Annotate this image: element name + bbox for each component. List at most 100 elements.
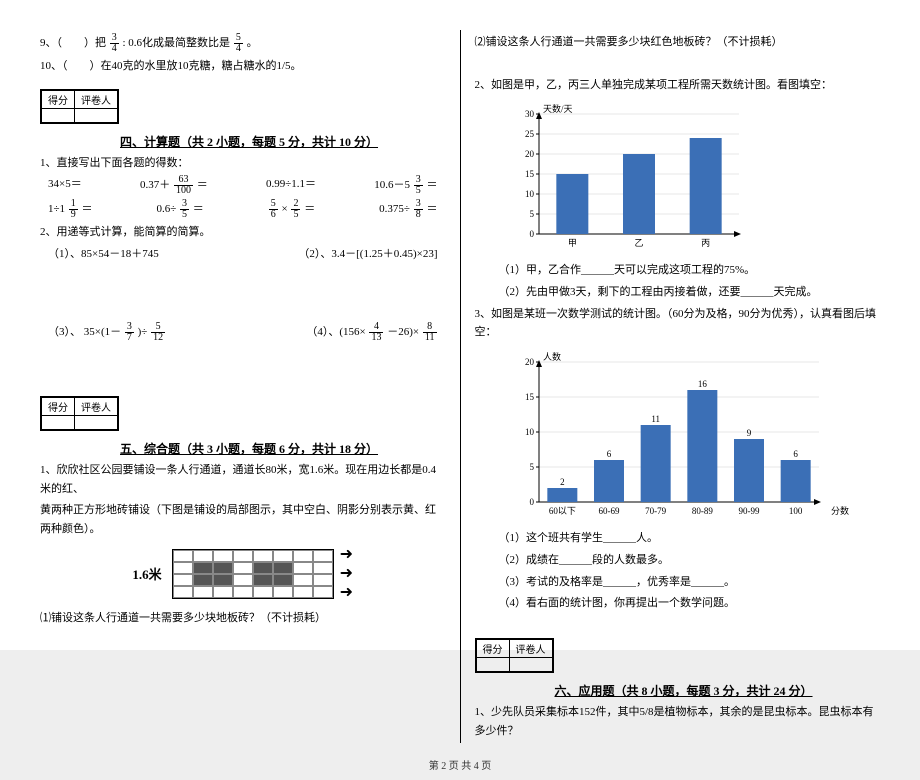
bar-chart-workers: 0 5 10 15 20 25 30 天数/天甲 乙 丙: [505, 100, 749, 254]
svg-text:分数: 分数: [831, 505, 849, 516]
svg-text:11: 11: [651, 414, 660, 424]
equation-row-1: 34×5＝ 0.37＋ 63100 ＝ 0.99÷1.1＝ 10.6－5 35 …: [40, 175, 446, 196]
sec4-q2: 2、用递等式计算，能简算的简算。: [40, 223, 446, 242]
question-10: 10、（ ）在40克的水里放10克糖，糖占糖水的1/5。: [40, 57, 446, 76]
bar-chart-scores: 05101520人数60以下260-69670-791180-891690-99…: [505, 348, 859, 522]
fraction-63-100: 63100: [174, 175, 193, 196]
score-h1c: 得分: [476, 639, 509, 657]
fraction-5-12: 512: [151, 322, 165, 343]
svg-text:20: 20: [525, 149, 535, 159]
svg-text:天数/天: 天数/天: [543, 103, 573, 114]
left-column: 9、（ ）把 34 : 0.6化成最简整数比是 54 。 10、（ ）在40克的…: [40, 30, 461, 743]
svg-text:60以下: 60以下: [548, 506, 575, 516]
score-h1: 得分: [42, 90, 75, 108]
svg-text:丙: 丙: [701, 238, 710, 248]
svg-text:30: 30: [525, 109, 535, 119]
sec4-q2-row1: （1）、85×54－18＋745 （2）、3.4－[(1.25＋0.45)×23…: [40, 245, 446, 261]
tile-grid: [172, 549, 334, 599]
q9-text-c: 。: [247, 37, 258, 49]
fraction-5-6: 56: [269, 199, 278, 220]
svg-text:90-99: 90-99: [738, 506, 759, 516]
svg-text:乙: 乙: [634, 238, 643, 248]
svg-text:6: 6: [606, 449, 611, 459]
chart-2-wrap: 05101520人数60以下260-69670-791180-891690-99…: [505, 348, 881, 525]
svg-text:6: 6: [793, 449, 798, 459]
q2-sub2: （2）先由甲做3天，剩下的工程由丙接着做，还要______天完成。: [499, 283, 881, 302]
svg-text:16: 16: [697, 379, 707, 389]
eq-6: 0.6÷ 35 ＝: [157, 199, 204, 220]
q3-sub4: （4）看右面的统计图，你再提出一个数学问题。: [499, 594, 881, 613]
extend-arrows-icon: ➜➜➜: [340, 547, 353, 601]
sec4-q2-3: （3）、 35×(1－ 37 )÷ 512: [48, 322, 166, 343]
fraction-2-5: 25: [291, 199, 300, 220]
svg-text:0: 0: [529, 497, 534, 507]
question-3: 3、如图是某班一次数学测试的统计图。（60分为及格，90分为优秀），认真看图后填…: [475, 305, 881, 342]
svg-text:9: 9: [746, 428, 751, 438]
svg-text:15: 15: [525, 392, 535, 402]
grid-dimension-label: 1.6米: [132, 564, 161, 583]
work-space-1: [40, 264, 446, 319]
question-9: 9、（ ）把 34 : 0.6化成最简整数比是 54 。: [40, 33, 446, 54]
fraction-3-4: 34: [110, 33, 119, 54]
svg-text:80-89: 80-89: [691, 506, 712, 516]
svg-text:人数: 人数: [543, 351, 561, 362]
q3-sub3: （3）考试的及格率是______，优秀率是______。: [499, 573, 881, 592]
sec5-sub1: ⑴铺设这条人行通道一共需要多少块地板砖？（不计损耗）: [40, 609, 446, 628]
svg-text:10: 10: [525, 427, 535, 437]
eq-7: 56 × 25 ＝: [268, 199, 315, 220]
svg-text:甲: 甲: [567, 238, 576, 248]
right-column: ⑵铺设这条人行通道一共需要多少块红色地板砖？（不计损耗） 2、如图是甲，乙，丙三…: [461, 30, 881, 743]
sec5-q1-b: 黄两种正方形地砖铺设（下图是铺设的局部图示，其中空白、阴影分别表示黄、红两种颜色…: [40, 501, 446, 538]
section-4-title: 四、计算题（共 2 小题，每题 5 分，共计 10 分）: [120, 133, 446, 150]
spacing-2: [475, 616, 881, 628]
fraction-3-5b: 35: [180, 199, 189, 220]
score-h2b: 评卷人: [75, 398, 118, 416]
q3-sub1: （1）这个班共有学生______人。: [499, 529, 881, 548]
sec4-q2-4: （4）、(156× 413 －26)× 811: [306, 322, 437, 343]
q2-sub1: （1）甲，乙合作______天可以完成这项工程的75%。: [499, 261, 881, 280]
two-column-layout: 9、（ ）把 34 : 0.6化成最简整数比是 54 。 10、（ ）在40克的…: [0, 0, 920, 753]
svg-text:5: 5: [529, 209, 534, 219]
q3-sub2: （2）成绩在______段的人数最多。: [499, 551, 881, 570]
score-h2: 评卷人: [75, 90, 118, 108]
sec4-q2-row2: （3）、 35×(1－ 37 )÷ 512 （4）、(156× 413 －26)…: [40, 322, 446, 343]
eq-2: 0.37＋ 63100 ＝: [140, 175, 208, 196]
eq-1: 34×5＝: [48, 175, 82, 196]
work-space-2: [40, 346, 446, 386]
svg-text:25: 25: [525, 129, 535, 139]
chart-1-wrap: 0 5 10 15 20 25 30 天数/天甲 乙 丙: [505, 100, 881, 257]
page-footer: 第 2 页 共 4 页: [0, 753, 920, 780]
svg-text:2: 2: [560, 477, 565, 487]
score-h1b: 得分: [42, 398, 75, 416]
sec4-q2-1: （1）、85×54－18＋745: [48, 245, 159, 261]
svg-text:0: 0: [529, 229, 534, 239]
score-box-sec5: 得分评卷人: [40, 396, 119, 431]
fraction-5-4: 54: [234, 33, 243, 54]
sec4-q2-2: （2）、3.4－[(1.25＋0.45)×23]: [298, 245, 437, 261]
eq-5: 1÷1 19 ＝: [48, 199, 93, 220]
svg-text:15: 15: [525, 169, 535, 179]
fraction-1-9: 19: [69, 199, 78, 220]
fraction-3-7: 37: [125, 322, 134, 343]
score-h2c: 评卷人: [509, 639, 552, 657]
eq-8: 0.375÷ 38 ＝: [379, 199, 437, 220]
section-5-title: 五、综合题（共 3 小题，每题 6 分，共计 18 分）: [120, 440, 446, 457]
fraction-3-8: 38: [414, 199, 423, 220]
svg-text:70-79: 70-79: [645, 506, 666, 516]
fraction-4-13: 413: [369, 322, 383, 343]
sec6-q1: 1、少先队员采集标本152件，其中5/8是植物标本，其余的是昆虫标本。昆虫标本有…: [475, 703, 881, 740]
sec5-sub2: ⑵铺设这条人行通道一共需要多少块红色地板砖？（不计损耗）: [475, 33, 881, 52]
tile-diagram: 1.6米 ➜➜➜: [40, 547, 446, 601]
equation-row-2: 1÷1 19 ＝ 0.6÷ 35 ＝ 56 × 25 ＝ 0.375÷: [40, 199, 446, 220]
fraction-8-11: 811: [423, 322, 437, 343]
score-box-sec4: 得分评卷人: [40, 89, 119, 124]
exam-page: 9、（ ）把 34 : 0.6化成最简整数比是 54 。 10、（ ）在40克的…: [0, 0, 920, 650]
svg-text:100: 100: [788, 506, 802, 516]
svg-text:5: 5: [529, 462, 534, 472]
question-2: 2、如图是甲，乙，丙三人单独完成某项工程所需天数统计图。看图填空：: [475, 76, 881, 95]
q9-text-b: : 0.6化成最简整数比是: [123, 37, 231, 49]
eq-4: 10.6－5 35 ＝: [374, 175, 437, 196]
svg-text:10: 10: [525, 189, 535, 199]
eq-3: 0.99÷1.1＝: [266, 175, 316, 196]
section-6-title: 六、应用题（共 8 小题，每题 3 分，共计 24 分）: [555, 682, 881, 699]
